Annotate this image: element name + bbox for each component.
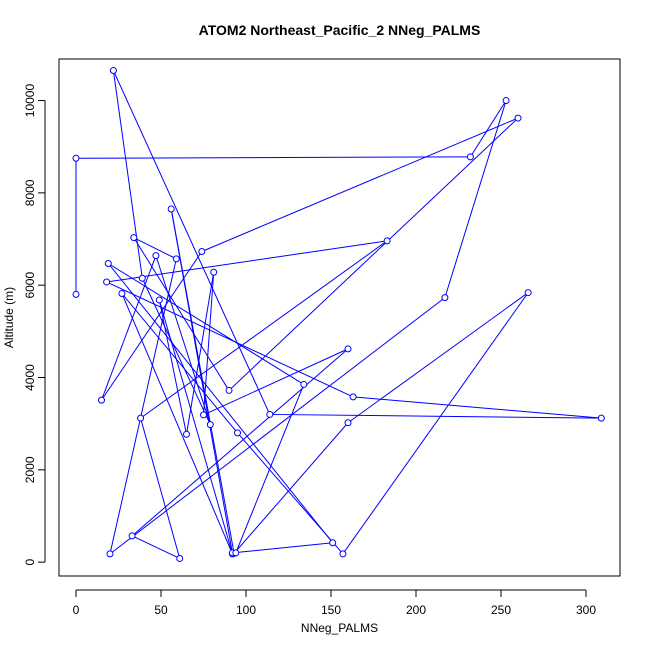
series-line-segment xyxy=(131,535,180,559)
data-point xyxy=(206,421,214,429)
x-axis-label: NNeg_PALMS xyxy=(301,621,378,635)
series-line-segment xyxy=(133,237,177,260)
data-point xyxy=(72,154,80,162)
x-tick-label: 300 xyxy=(576,603,596,617)
data-point xyxy=(266,410,274,418)
y-tick-label: 10000 xyxy=(23,84,37,118)
data-point xyxy=(234,429,241,437)
x-tick-label: 200 xyxy=(406,603,426,617)
series-line-segment xyxy=(269,413,602,419)
series-line-segment xyxy=(228,117,519,391)
data-point xyxy=(106,550,114,558)
series-line-segment xyxy=(186,272,215,435)
series-line-segment xyxy=(112,70,143,279)
data-point xyxy=(155,296,163,304)
data-point xyxy=(167,205,175,213)
data-point xyxy=(183,430,190,438)
data-point xyxy=(329,539,337,547)
series-line-segment xyxy=(170,208,233,554)
x-tick-label: 150 xyxy=(321,603,341,617)
series-line-segment xyxy=(121,293,238,434)
data-point xyxy=(383,237,391,245)
chart-title: ATOM2 Northeast_Pacific_2 NNeg_PALMS xyxy=(199,22,481,38)
series-line-segment xyxy=(347,292,529,424)
x-tick-label: 250 xyxy=(491,603,511,617)
series-line-segment xyxy=(101,251,203,401)
data-point xyxy=(98,396,105,404)
series-line-segment xyxy=(121,293,233,555)
series-line-segment xyxy=(109,297,446,555)
data-point xyxy=(597,414,605,422)
data-point xyxy=(103,278,111,286)
y-tick-label: 4000 xyxy=(23,364,37,391)
data-point xyxy=(104,259,112,267)
series-line-segment xyxy=(101,255,157,401)
data-point xyxy=(339,550,347,558)
data-point xyxy=(118,289,126,297)
data-point xyxy=(198,247,206,255)
data-point xyxy=(210,268,218,276)
data-point xyxy=(349,393,357,401)
y-tick-label: 0 xyxy=(23,558,37,565)
series-line-segment xyxy=(112,70,271,415)
series-line-segment xyxy=(235,384,305,554)
y-tick-label: 8000 xyxy=(23,179,37,206)
y-axis-label: Altitude (m) xyxy=(2,287,16,348)
series-line-segment xyxy=(233,422,349,554)
series-line-segment xyxy=(108,263,305,385)
data-point xyxy=(441,294,449,302)
data-point xyxy=(130,234,138,242)
series-line-segment xyxy=(155,255,211,425)
data-point xyxy=(225,386,233,394)
y-tick-label: 6000 xyxy=(23,272,37,299)
series-line-segment xyxy=(342,292,529,555)
series-line-segment xyxy=(106,240,388,283)
series-line-segment xyxy=(131,348,349,537)
data-point xyxy=(344,345,352,353)
data-point xyxy=(138,274,146,282)
data-point xyxy=(137,414,145,422)
series-line-segment xyxy=(201,117,519,252)
series-line-segment xyxy=(203,272,215,415)
data-point xyxy=(109,67,117,75)
data-point xyxy=(514,114,522,122)
data-point xyxy=(300,380,308,388)
series-line-segment xyxy=(140,417,181,559)
series-line-segment xyxy=(107,263,334,544)
series-line-segment xyxy=(232,542,333,554)
series-line-segment xyxy=(141,278,211,425)
series-line-segment xyxy=(133,237,230,391)
data-point xyxy=(232,549,240,557)
data-point xyxy=(466,153,474,161)
data-point xyxy=(344,419,352,427)
x-axis: 0 50 100 150 200 250 300 xyxy=(73,589,596,617)
y-tick-label: 2000 xyxy=(23,456,37,483)
series-line-segment xyxy=(140,240,388,419)
plot-frame xyxy=(58,58,621,577)
data-point xyxy=(128,532,136,540)
data-point xyxy=(152,252,160,260)
series-line-segment xyxy=(109,258,177,554)
x-tick-label: 100 xyxy=(236,603,256,617)
series-layer xyxy=(72,67,605,562)
series-line-segment xyxy=(158,299,187,435)
series-line-segment xyxy=(469,100,507,158)
series-line-segment xyxy=(75,156,471,159)
x-tick-label: 0 xyxy=(73,603,80,617)
data-point xyxy=(172,255,180,263)
data-point xyxy=(502,97,510,105)
data-point xyxy=(72,290,80,298)
series-line-segment xyxy=(106,281,354,398)
data-point xyxy=(176,554,184,562)
x-tick-label: 50 xyxy=(154,603,168,617)
series-line-segment xyxy=(444,100,507,298)
y-axis: 0 2000 4000 6000 8000 10000 xyxy=(23,84,46,565)
series-line-segment xyxy=(203,348,349,416)
series-line-segment xyxy=(353,396,602,419)
data-point xyxy=(524,289,532,297)
data-point xyxy=(200,411,207,419)
